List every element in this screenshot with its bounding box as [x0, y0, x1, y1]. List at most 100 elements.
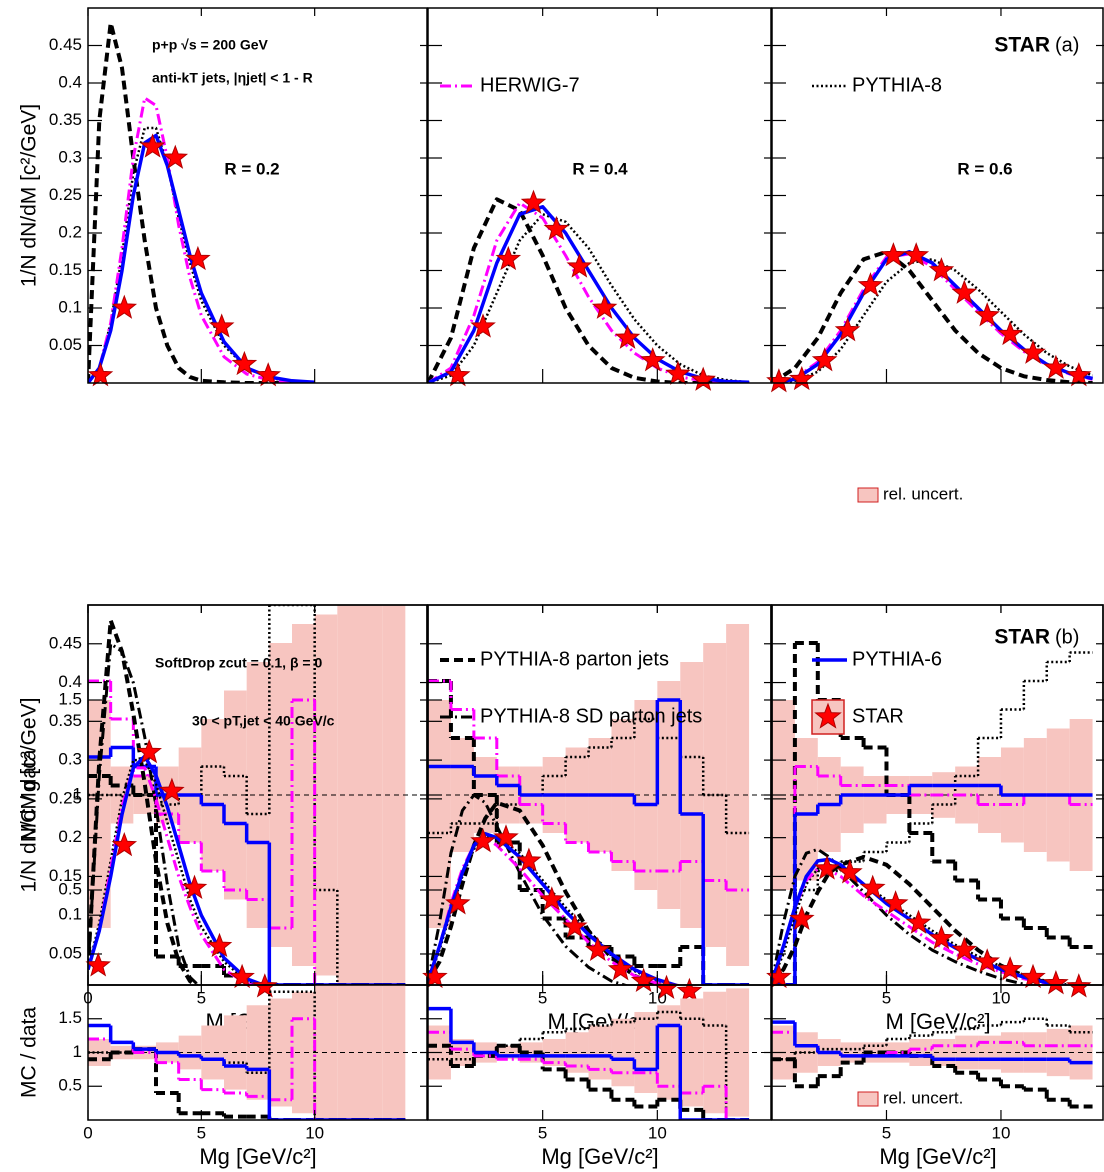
- x-tick-label: 10: [648, 1123, 667, 1142]
- uncertainty-band: [292, 991, 315, 1114]
- panel-frame: [427, 7, 772, 384]
- x-tick-label: 5: [538, 988, 547, 1007]
- y-tick-label: 0.2: [58, 827, 82, 846]
- legend-label: rel. uncert.: [883, 1088, 963, 1107]
- data-point: [903, 242, 930, 267]
- data-point: [951, 279, 978, 304]
- uncertainty-band: [428, 700, 451, 928]
- curve: [428, 793, 630, 985]
- curve: [772, 847, 1041, 985]
- plot-area: [428, 988, 772, 1120]
- curve: [428, 800, 668, 985]
- legend-label: PYTHIA-8 parton jets: [480, 648, 669, 670]
- data-point: [789, 905, 815, 930]
- data-point: [1043, 354, 1069, 379]
- x-axis-title: Mg [GeV/c²]: [879, 1144, 996, 1169]
- y-axis-title: MC / data: [18, 1007, 41, 1098]
- uncertainty-band: [794, 738, 818, 881]
- curve: [88, 642, 201, 985]
- annotation: 30 < pT,jet < 40 GeV/c: [192, 713, 335, 729]
- y-axis-title: MC / data: [18, 749, 41, 840]
- panel-frame: [87, 984, 428, 1121]
- data-point: [837, 859, 863, 884]
- uncertainty-band: [246, 662, 270, 928]
- curve: [772, 249, 1093, 383]
- plot-area: [772, 641, 1104, 985]
- plot-area: [772, 1017, 1104, 1109]
- x-tick-label: 5: [197, 988, 206, 1007]
- data-point: [445, 890, 471, 915]
- annotation: SoftDrop zcut = 0.1, β = 0: [155, 655, 322, 671]
- x-tick-label: 0: [83, 1123, 92, 1142]
- uncertainty-band: [703, 643, 727, 947]
- data-point: [814, 855, 840, 880]
- y-tick-label: 0.1: [58, 905, 82, 924]
- data-point: [470, 828, 496, 853]
- uncertainty-band: [110, 766, 134, 824]
- data-point: [974, 302, 1000, 327]
- uncertainty-band: [337, 985, 360, 1120]
- data-point: [422, 963, 448, 989]
- x-tick-label: 10: [305, 1123, 324, 1142]
- curve: [428, 201, 750, 383]
- data-point: [766, 963, 792, 989]
- data-point: [928, 925, 955, 950]
- plot-area: [88, 985, 428, 1120]
- data-point: [470, 313, 496, 338]
- annotation: R = 0.2: [224, 159, 279, 178]
- data-point: [566, 253, 593, 278]
- uncertainty-band: [110, 1045, 134, 1060]
- y-tick-label: 0.2: [58, 222, 82, 241]
- data-point: [614, 324, 641, 349]
- data-point: [111, 294, 138, 319]
- plot-area: [428, 624, 772, 985]
- data-point: [495, 245, 522, 271]
- data-point: [789, 365, 815, 391]
- y-tick-label: 0.1: [58, 297, 82, 316]
- y-tick-label: 0.25: [49, 185, 82, 204]
- data-point: [630, 967, 657, 992]
- uncertainty-band: [201, 1025, 224, 1080]
- data-point: [543, 215, 570, 241]
- x-tick-label: 10: [992, 988, 1011, 1007]
- uncertainty-band: [840, 766, 864, 833]
- uncertainty-band: [565, 1032, 589, 1073]
- data-point: [87, 362, 114, 387]
- y-tick-label: 0.15: [49, 260, 82, 279]
- data-point: [951, 936, 978, 961]
- y-tick-label: 1: [73, 1042, 82, 1061]
- data-point: [539, 886, 565, 911]
- annotation: R = 0.4: [572, 159, 628, 178]
- x-tick-label: 10: [992, 1123, 1011, 1142]
- data-point: [928, 257, 955, 282]
- data-point: [857, 272, 884, 297]
- annotation: (a): [1055, 34, 1079, 56]
- y-tick-label: 0.45: [49, 633, 82, 652]
- data-point: [185, 245, 211, 271]
- data-point: [1020, 339, 1046, 364]
- data-point: [997, 956, 1023, 981]
- uncertainty-band: [337, 605, 360, 985]
- data-point: [1066, 362, 1092, 387]
- y-tick-label: 0.25: [49, 788, 82, 807]
- uncertainty-band: [1046, 1028, 1070, 1077]
- y-tick-label: 0.5: [58, 879, 82, 898]
- data-point: [493, 824, 519, 849]
- data-point: [229, 963, 255, 989]
- uncertainty-band: [657, 1005, 681, 1100]
- data-point: [584, 936, 611, 961]
- annotation: STAR: [994, 34, 1050, 57]
- data-point: [882, 890, 909, 915]
- data-point: [208, 313, 235, 338]
- uncertainty-band: [292, 624, 315, 966]
- annotation: (b): [1055, 626, 1079, 648]
- data-point: [1043, 969, 1069, 995]
- data-point: [139, 133, 166, 158]
- data-point: [607, 956, 634, 981]
- plot-area: [88, 605, 428, 985]
- curve: [88, 21, 315, 383]
- data-point: [159, 777, 185, 802]
- y-tick-label: 0.4: [58, 72, 82, 91]
- y-tick-label: 1: [73, 784, 82, 803]
